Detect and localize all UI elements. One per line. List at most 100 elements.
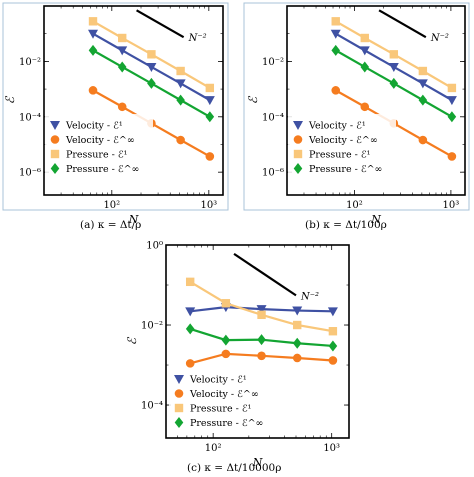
data-point [328,356,338,365]
legend-marker [174,375,184,384]
data-point [256,305,267,315]
data-point [175,79,186,89]
legend-entry: Velocity - ℰ¹ [189,375,247,386]
caption-c: (c) κ = Δt/10000ρ [187,462,282,474]
data-point [147,77,156,89]
series-diamond [185,323,338,352]
series-diamond [331,44,457,123]
y-axis-label: ℰ [246,95,260,104]
data-point [447,111,457,123]
data-point [185,307,196,317]
y-tick-label: 10⁻² [262,57,284,68]
data-point [331,44,341,56]
legend-entry: Pressure - ℰ^∞ [66,164,139,175]
data-point [205,152,215,161]
data-point [221,299,231,308]
panel-frame [243,2,470,211]
x-axis-label: N [370,213,381,226]
y-tick-label: 10⁰ [146,241,163,252]
legend-entry: Pressure - ℰ^∞ [190,418,263,429]
legend-marker [293,149,303,159]
data-point [185,323,195,335]
reference-slope-line [378,9,427,39]
y-tick-label: 10⁻⁴ [262,112,284,123]
x-tick-label: 10³ [323,443,340,454]
legend-marker [174,403,184,413]
data-point [327,307,338,317]
plot-area-frame [43,5,224,196]
data-point [221,349,231,359]
legend-marker [50,163,60,174]
caption-b: (b) κ = Δt/100ρ [305,219,387,231]
data-point [257,310,266,320]
legend: Velocity - ℰ¹ Velocity - ℰ^∞ Pressure - ℰ¹… [45,114,153,176]
legend-box [169,368,277,430]
data-point [447,152,457,161]
data-point [118,33,127,43]
reference-slope-label: N⁻² [188,33,207,44]
data-point [257,334,266,346]
data-point [359,46,370,56]
data-point [292,337,302,349]
x-tick-label: 10² [205,443,222,454]
reference-slope-label: N⁻² [430,33,449,44]
legend-entry: Pressure - ℰ^∞ [309,164,382,175]
y-axis-label: ℰ [3,95,17,104]
x-tick-label: 10³ [200,200,217,211]
legend-entry: Pressure - ℰ¹ [190,404,252,415]
data-point [88,44,98,56]
data-point [418,135,428,145]
y-axis-label: ℰ [125,336,139,345]
data-point [292,306,303,316]
data-point [331,17,340,26]
legend-entry: Velocity - ℰ^∞ [189,389,259,400]
data-point [176,135,185,145]
panel-frame [2,2,229,211]
data-point [257,351,266,361]
legend-marker [293,135,303,144]
data-point [328,340,338,352]
data-point [360,102,370,112]
data-point [389,50,399,59]
data-point [221,334,231,346]
series-circle [185,349,338,368]
data-point [417,79,428,89]
x-axis-label: N [128,213,139,226]
reference-slope-label: N⁻² [300,291,319,302]
data-point [360,61,370,73]
reference-slope-line [136,9,185,39]
data-point [185,277,195,287]
series-triangle [330,29,457,106]
data-point [176,94,185,106]
data-point [205,83,215,93]
legend-marker [293,121,303,130]
y-tick-label: 10⁻⁶ [262,168,284,179]
x-tick-label: 10³ [443,200,460,211]
legend: Velocity - ℰ¹ Velocity - ℰ^∞ Pressure - ℰ¹… [169,368,277,430]
data-point [176,66,185,76]
data-point [388,62,399,72]
series-diamond [88,44,215,123]
x-axis-label: N [252,456,263,469]
legend: Velocity - ℰ¹ Velocity - ℰ^∞ Pressure - ℰ¹… [288,114,396,176]
legend-marker [174,389,184,398]
legend-box [288,114,396,176]
legend-entry: Velocity - ℰ¹ [65,121,123,132]
x-tick-label: 10² [103,200,120,211]
series-triangle [88,29,215,106]
legend-entry: Velocity - ℰ^∞ [65,135,135,146]
legend-marker [50,121,60,130]
legend-marker [293,163,303,174]
data-point [205,111,215,123]
data-point [331,86,341,95]
data-point [389,77,399,89]
data-point [292,353,302,363]
plot-area-frame [286,5,466,196]
legend-marker [50,135,60,144]
y-tick-label: 10⁻² [141,321,163,332]
data-point [185,359,195,368]
data-point [447,83,457,93]
